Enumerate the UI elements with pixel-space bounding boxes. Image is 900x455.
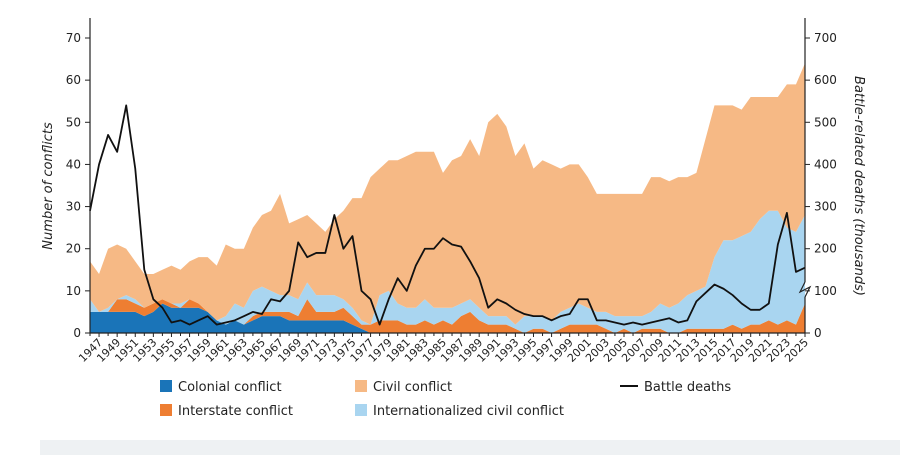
legend-swatch xyxy=(160,380,172,392)
legend-label: Civil conflict xyxy=(373,380,452,395)
y-tick-label: 70 xyxy=(66,31,81,45)
legend-item-colonial-conflict: Colonial conflict xyxy=(160,380,282,395)
y-axis-label: Number of conflicts xyxy=(41,122,56,250)
legend-label: Battle deaths xyxy=(644,380,731,395)
y2-axis-break xyxy=(798,281,812,298)
battle-deaths-line xyxy=(89,104,806,326)
y2-tick-label: 600 xyxy=(814,73,837,87)
y-tick-label: 40 xyxy=(66,157,81,171)
footer-band xyxy=(40,440,900,455)
chart: 0102030405060700100200300400500600700194… xyxy=(41,18,866,419)
legend-label: Colonial conflict xyxy=(178,380,282,395)
y2-tick-label: 500 xyxy=(814,115,837,129)
area-colonial-conflict xyxy=(90,303,805,333)
y-tick-label: 50 xyxy=(66,115,81,129)
stacked-areas xyxy=(90,63,805,333)
legend-item-internationalized-civil-conflict: Internationalized civil conflict xyxy=(355,404,564,419)
y-tick-label: 60 xyxy=(66,73,81,87)
y2-axis-label: Battle-related deaths (thousands) xyxy=(851,76,866,296)
legend: Colonial conflict Interstate conflict Civi… xyxy=(160,380,731,419)
y-tick-label: 30 xyxy=(66,200,81,214)
y-tick-label: 20 xyxy=(66,242,81,256)
legend-swatch xyxy=(355,380,367,392)
legend-label: Interstate conflict xyxy=(178,404,293,419)
y-tick-label: 10 xyxy=(66,284,81,298)
y2-tick-label: 100 xyxy=(814,284,837,298)
legend-label: Internationalized civil conflict xyxy=(373,404,564,419)
area-interstate-conflict xyxy=(90,299,805,333)
legend-swatch xyxy=(160,404,172,416)
legend-item-interstate-conflict: Interstate conflict xyxy=(160,404,293,419)
y2-tick-label: 200 xyxy=(814,242,837,256)
battle-deaths-line-group xyxy=(89,104,806,326)
y2-tick-label: 300 xyxy=(814,200,837,214)
y2-tick-label: 0 xyxy=(814,326,822,340)
y2-tick-label: 400 xyxy=(814,157,837,171)
legend-item-battle-deaths: Battle deaths xyxy=(620,380,731,395)
legend-swatch xyxy=(355,404,367,416)
legend-item-civil-conflict: Civil conflict xyxy=(355,380,452,395)
area-civil-conflict xyxy=(90,63,805,325)
y2-tick-label: 700 xyxy=(814,31,837,45)
y-tick-label: 0 xyxy=(73,326,81,340)
